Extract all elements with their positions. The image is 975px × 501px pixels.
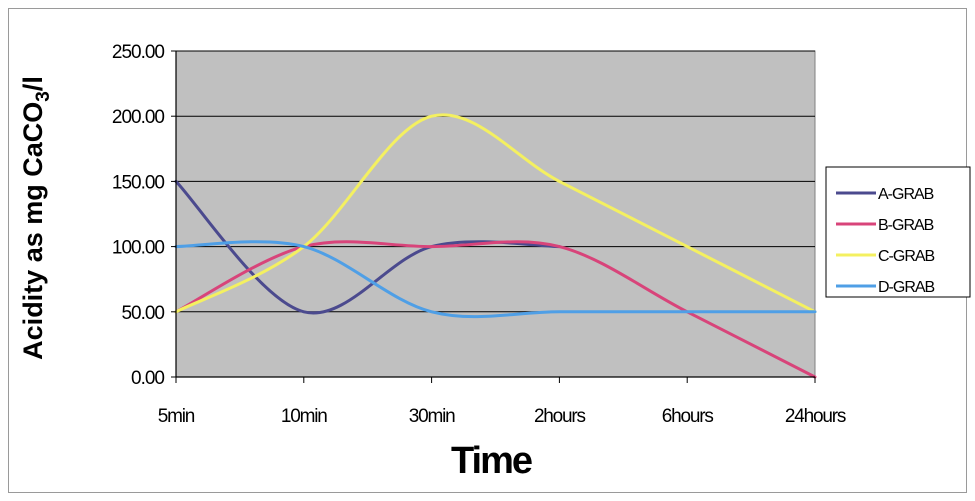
- legend-label: A-GRAB: [878, 186, 934, 203]
- legend: A-GRAB B-GRAB C-GRAB D-GRAB: [825, 166, 971, 298]
- legend-box: [825, 166, 971, 298]
- series-line-d-grab: [174, 240, 817, 319]
- legend-label: B-GRAB: [878, 217, 934, 234]
- y-axis-title-main: Acidity as mg CaCO: [18, 102, 48, 360]
- x-tick-label: 5min: [158, 406, 195, 427]
- x-tick-label: 2hours: [534, 406, 586, 427]
- y-tick-label: 100.00: [112, 238, 165, 259]
- y-tick-label: 50.00: [121, 303, 164, 324]
- y-tick-labels: 0.00 50.00 100.00 150.00 200.00 250.00: [112, 42, 166, 389]
- axes: [171, 50, 816, 383]
- x-tick-labels: 5min 10min 30min 2hours 6hours 24hours: [158, 406, 847, 427]
- legend-label: C-GRAB: [878, 248, 935, 265]
- x-axis-title: Time: [451, 440, 532, 482]
- series-lines: [174, 113, 817, 379]
- y-tick-label: 150.00: [112, 172, 165, 193]
- series-line-b-grab: [174, 240, 817, 379]
- gridlines: [176, 50, 815, 313]
- x-tick-label: 24hours: [785, 406, 846, 427]
- x-tick-label: 6hours: [662, 406, 714, 427]
- legend-label: D-GRAB: [878, 279, 935, 296]
- y-axis-title-tail: /l: [18, 76, 48, 91]
- y-tick-label: 250.00: [112, 42, 165, 63]
- y-axis-title-subscript: 3: [33, 91, 54, 102]
- x-tick-label: 10min: [281, 406, 327, 427]
- x-tick-label: 30min: [409, 406, 455, 427]
- series-line-c-grab: [174, 113, 817, 314]
- y-tick-label: 0.00: [131, 368, 164, 389]
- y-tick-label: 200.00: [112, 107, 165, 128]
- y-axis-title: Acidity as mg CaCO3/l: [18, 76, 54, 360]
